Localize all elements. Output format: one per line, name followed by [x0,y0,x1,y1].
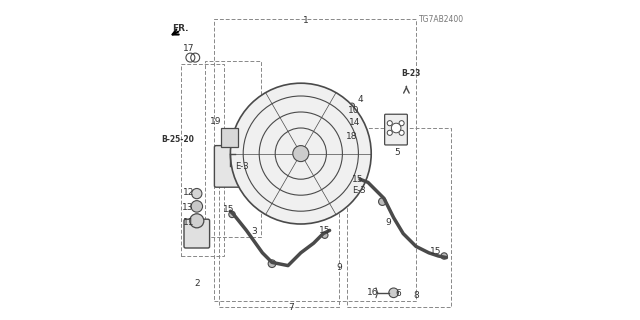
Text: 13: 13 [182,203,194,212]
Text: 17: 17 [183,44,195,52]
Text: B-25-20: B-25-20 [161,135,194,144]
Circle shape [230,83,371,224]
Text: 14: 14 [349,118,360,127]
Text: 16: 16 [367,288,378,297]
Circle shape [355,114,360,119]
Circle shape [387,130,392,135]
Circle shape [189,214,204,228]
Text: 2: 2 [194,279,200,288]
Text: 12: 12 [182,188,194,197]
Bar [205,61,261,237]
Text: 4: 4 [357,95,363,104]
Circle shape [441,253,447,259]
Text: 18: 18 [346,132,357,140]
Text: 11: 11 [183,218,195,227]
Circle shape [349,125,354,131]
Circle shape [387,121,392,126]
Bar [219,147,339,307]
Circle shape [229,211,236,218]
Bar [214,19,416,301]
Polygon shape [221,128,239,147]
Circle shape [388,288,398,298]
Circle shape [399,121,404,126]
Text: 8: 8 [413,292,419,300]
Text: 15: 15 [430,247,442,256]
Text: E-3: E-3 [352,186,366,195]
Text: 9: 9 [337,263,342,272]
Text: 7: 7 [289,303,294,312]
FancyBboxPatch shape [214,146,248,187]
Text: TG7AB2400: TG7AB2400 [419,15,464,24]
Bar [181,64,224,256]
Circle shape [192,188,202,199]
Circle shape [293,146,309,162]
Text: E-3: E-3 [235,162,248,171]
Text: B-23: B-23 [401,69,420,78]
Text: 6: 6 [396,289,401,298]
Text: 19: 19 [211,117,221,126]
Bar [347,128,451,307]
Text: 15: 15 [223,205,234,214]
Text: 3: 3 [252,228,257,236]
Circle shape [379,198,386,205]
Circle shape [322,232,328,238]
FancyBboxPatch shape [184,219,210,248]
Circle shape [399,130,404,135]
Text: 10: 10 [348,106,359,115]
Circle shape [349,103,355,108]
Text: 15: 15 [352,175,363,184]
Circle shape [191,201,202,212]
Text: 5: 5 [394,148,399,156]
Text: 15: 15 [319,226,330,235]
FancyBboxPatch shape [385,114,407,145]
Text: FR.: FR. [173,24,189,33]
Circle shape [358,179,364,186]
Circle shape [391,123,401,133]
Text: 9: 9 [385,218,391,227]
Circle shape [268,260,276,268]
Text: 1: 1 [303,16,308,25]
